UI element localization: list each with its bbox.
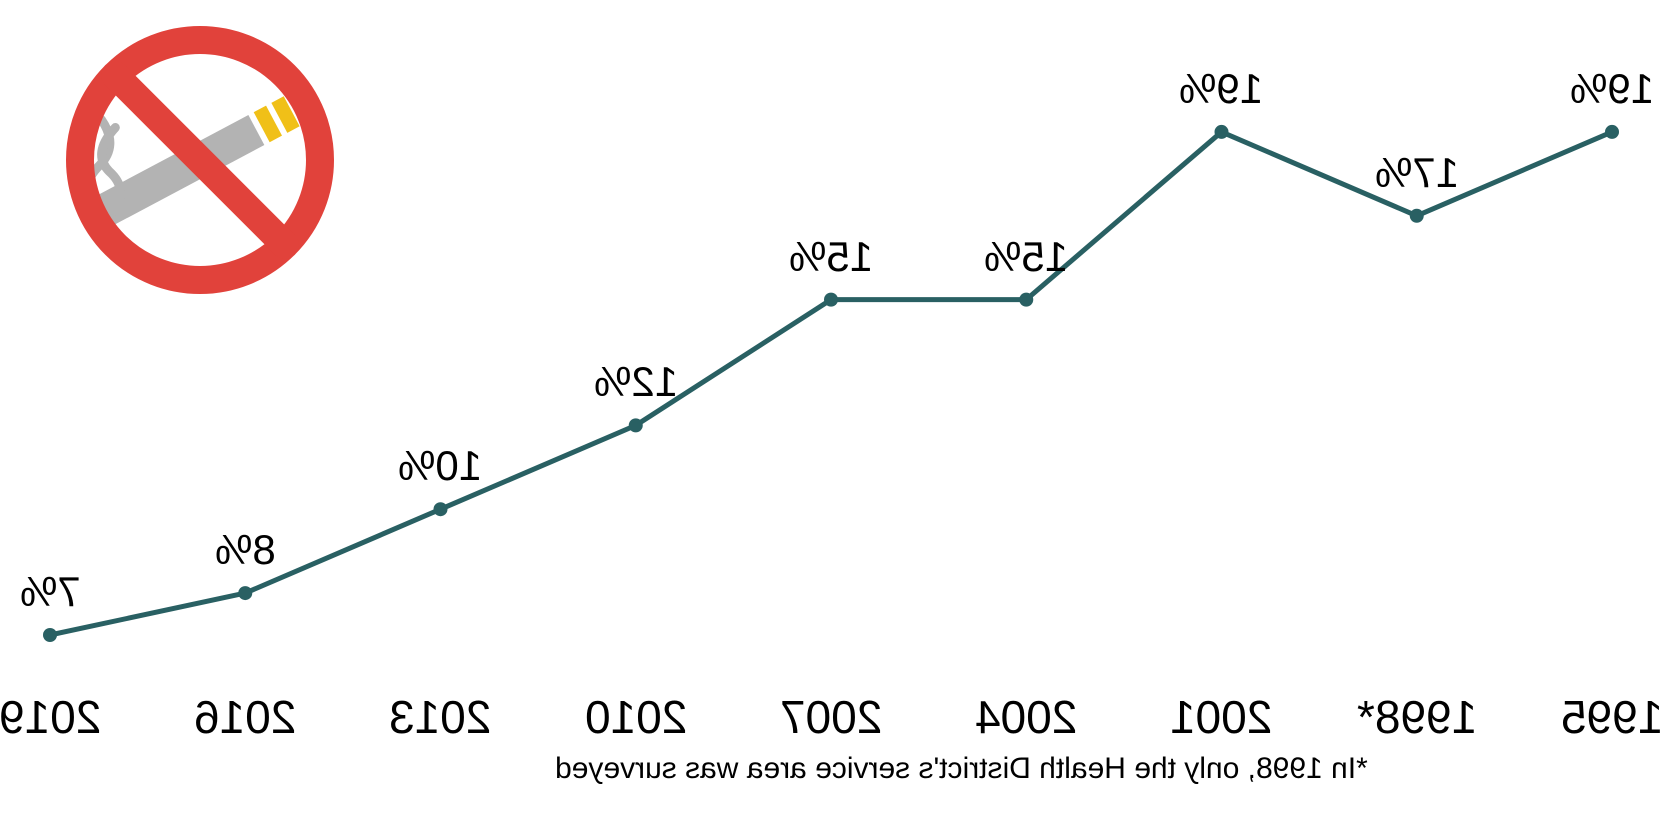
no-smoking-svg bbox=[22, 0, 378, 338]
x-axis-label: 2004 bbox=[936, 690, 1116, 744]
data-marker bbox=[238, 586, 252, 600]
x-axis-label: 2007 bbox=[741, 690, 921, 744]
x-axis-label-text: 2007 bbox=[780, 690, 882, 744]
value-label: 7% bbox=[0, 568, 120, 616]
no-smoking-icon bbox=[22, 0, 378, 343]
x-axis-label-text: 2013 bbox=[389, 690, 491, 744]
value-label: 15% bbox=[761, 233, 901, 281]
data-marker bbox=[1605, 125, 1619, 139]
value-label-text: 8% bbox=[215, 526, 276, 574]
x-axis-label: 1995 bbox=[1522, 690, 1662, 744]
value-label-text: 12% bbox=[594, 358, 678, 406]
x-axis-label: 2010 bbox=[546, 690, 726, 744]
x-axis-label-text: 2019 bbox=[0, 690, 101, 744]
value-label: 17% bbox=[1347, 149, 1487, 197]
x-axis-label-text: 2010 bbox=[585, 690, 687, 744]
x-axis-label: 2019 bbox=[0, 690, 140, 744]
value-label-text: 15% bbox=[789, 233, 873, 281]
x-axis-label: 2013 bbox=[351, 690, 531, 744]
value-label: 10% bbox=[371, 442, 511, 490]
value-label: 19% bbox=[1542, 65, 1662, 113]
chart-footnote: *In 1998, only the Health District's ser… bbox=[0, 752, 1662, 786]
value-label: 12% bbox=[566, 358, 706, 406]
x-axis-label: 2016 bbox=[155, 690, 335, 744]
x-axis-label-text: 2004 bbox=[975, 690, 1077, 744]
x-axis-label-text: 1998* bbox=[1357, 690, 1477, 744]
value-label: 15% bbox=[956, 233, 1096, 281]
data-marker bbox=[629, 418, 643, 432]
data-marker bbox=[1019, 293, 1033, 307]
footnote-text: *In 1998, only the Health District's ser… bbox=[555, 752, 1368, 786]
x-axis-label: 2001 bbox=[1132, 690, 1312, 744]
value-label: 8% bbox=[175, 526, 315, 574]
chart-stage: 7% 2019 8% 2016 10% 2013 12% 2010 15% 2007 15% 2004… bbox=[0, 0, 1662, 814]
x-axis-label-text: 2001 bbox=[1170, 690, 1272, 744]
x-axis-label-text: 2016 bbox=[194, 690, 296, 744]
data-marker bbox=[1410, 209, 1424, 223]
value-label-text: 19% bbox=[1570, 65, 1654, 113]
data-marker bbox=[1215, 125, 1229, 139]
value-label-text: 7% bbox=[20, 568, 81, 616]
value-label: 19% bbox=[1152, 65, 1292, 113]
x-axis-label-text: 1995 bbox=[1561, 690, 1662, 744]
data-marker bbox=[824, 293, 838, 307]
x-axis-label: 1998* bbox=[1327, 690, 1507, 744]
value-label-text: 19% bbox=[1179, 65, 1263, 113]
value-label-text: 10% bbox=[398, 442, 482, 490]
data-marker bbox=[434, 502, 448, 516]
data-marker bbox=[43, 628, 57, 642]
value-label-text: 15% bbox=[984, 233, 1068, 281]
value-label-text: 17% bbox=[1375, 149, 1459, 197]
